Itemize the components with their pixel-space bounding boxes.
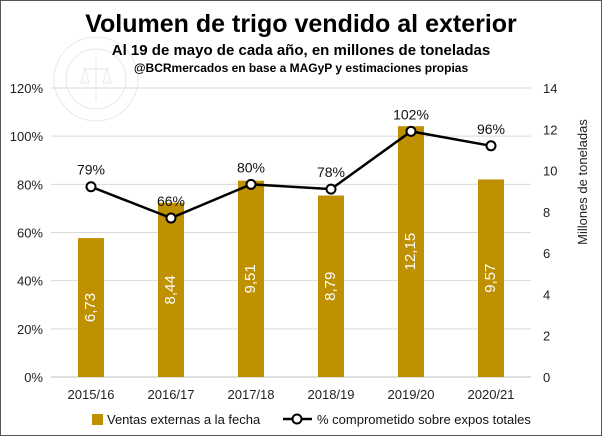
bar-value-label: 8,79 xyxy=(322,272,339,301)
bar-value-label: 8,44 xyxy=(162,275,179,304)
x-tick-label: 2015/16 xyxy=(68,387,115,402)
right-axis-label: Millones de toneladas xyxy=(575,119,590,245)
bar xyxy=(78,238,104,377)
bar xyxy=(398,126,424,377)
left-tick-label: 0% xyxy=(24,370,43,385)
legend-bar-label: Ventas externas a la fecha xyxy=(107,412,261,427)
line-value-label: 79% xyxy=(77,162,105,178)
right-tick-label: 14 xyxy=(543,81,557,96)
bar xyxy=(158,202,184,377)
legend: Ventas externas a la fecha % comprometid… xyxy=(92,412,531,427)
left-tick-label: 100% xyxy=(10,129,44,144)
x-tick-label: 2017/18 xyxy=(228,387,275,402)
watermark-seal xyxy=(53,36,139,122)
right-tick-label: 2 xyxy=(543,329,550,344)
x-tick-label: 2018/19 xyxy=(308,387,355,402)
chart-title: Volumen de trigo vendido al exterior xyxy=(85,10,517,38)
bar xyxy=(478,179,504,377)
bar-value-label: 12,15 xyxy=(402,233,419,271)
axes: 0% 20% 40% 60% 80% 100% 120% 0 2 4 6 8 10 12 14 2015/16… xyxy=(10,81,558,402)
bar-value-label: 9,57 xyxy=(482,264,499,293)
line-value-label: 96% xyxy=(477,121,505,137)
right-tick-label: 10 xyxy=(543,164,557,179)
legend-bar-swatch xyxy=(92,414,103,425)
left-tick-label: 60% xyxy=(17,226,43,241)
left-tick-label: 40% xyxy=(17,274,43,289)
left-tick-label: 20% xyxy=(17,322,43,337)
bar-value-label: 9,51 xyxy=(242,264,259,293)
line-point xyxy=(85,181,97,193)
x-tick-label: 2016/17 xyxy=(148,387,195,402)
right-tick-label: 4 xyxy=(543,287,550,302)
line-point xyxy=(165,212,177,224)
line-value-label: 66% xyxy=(157,193,185,209)
x-tick-label: 2020/21 xyxy=(468,387,515,402)
legend-line-label: % comprometido sobre expos totales xyxy=(317,412,531,427)
line-point xyxy=(245,178,257,190)
bar xyxy=(238,180,264,377)
right-tick-label: 8 xyxy=(543,205,550,220)
line-value-label: 78% xyxy=(317,164,345,180)
line-point xyxy=(325,183,337,195)
chart-subtitle: Al 19 de mayo de cada año, en millones d… xyxy=(112,42,490,59)
chart-source-note: @BCRmercados en base a MAGyP y estimacio… xyxy=(134,61,469,75)
right-tick-label: 12 xyxy=(543,122,557,137)
line-point xyxy=(405,125,417,137)
grid xyxy=(51,87,531,378)
line-value-label: 80% xyxy=(237,159,265,175)
x-tick-label: 2019/20 xyxy=(388,387,435,402)
bar-value-label: 6,73 xyxy=(82,293,99,322)
line-series: 79% 66% 80% 78% 102% 96% xyxy=(77,106,505,224)
right-tick-label: 0 xyxy=(543,370,550,385)
legend-line-marker xyxy=(291,413,303,425)
bars: 6,73 8,44 9,51 8,79 12,15 9,57 xyxy=(78,126,504,377)
left-tick-label: 80% xyxy=(17,177,43,192)
line-path xyxy=(90,130,492,220)
line-value-label: 102% xyxy=(393,106,429,122)
left-tick-label: 120% xyxy=(10,81,44,96)
line-point xyxy=(485,140,497,152)
right-tick-label: 6 xyxy=(543,246,550,261)
bar xyxy=(318,195,344,377)
